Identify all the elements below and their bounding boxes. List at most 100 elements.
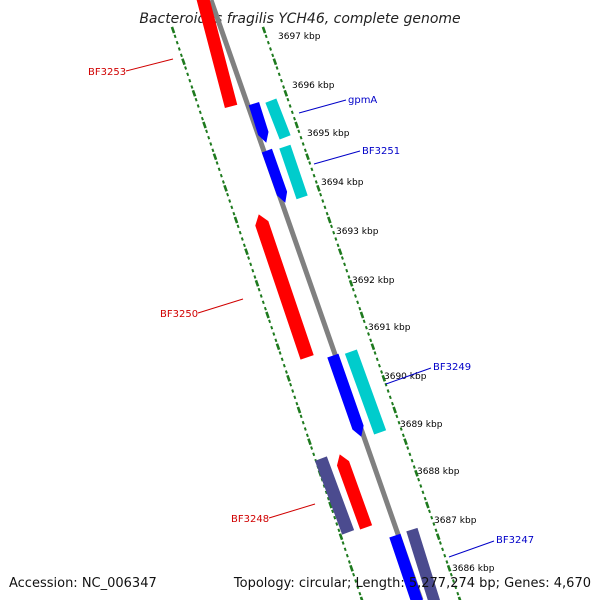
ruler-tick [186, 72, 190, 77]
ruler-tick [303, 148, 307, 153]
gene-label-bf3251[interactable]: BF3251 [362, 146, 400, 157]
ruler-tick [399, 427, 403, 431]
ruler-tick [274, 338, 278, 343]
ruler-tick [191, 89, 197, 97]
ruler-tick [449, 572, 453, 577]
ruler-tick [324, 490, 328, 495]
ruler-tick [310, 167, 314, 172]
gene-bf3249-cds[interactable] [327, 353, 364, 437]
ruler-tick [257, 287, 261, 292]
ruler-tick [217, 167, 221, 172]
ruler-tick [212, 153, 218, 161]
ruler-tick [428, 509, 431, 514]
ruler-tick [207, 135, 211, 140]
gene-bf3250[interactable] [255, 214, 314, 360]
ruler-tick [362, 319, 366, 324]
ruler-tick [423, 496, 427, 501]
ruler-tick [367, 332, 371, 336]
ruler-tick [264, 34, 268, 39]
ruler-tick [275, 66, 279, 70]
gene-bf3253[interactable] [192, 0, 238, 108]
ruler-tick [359, 311, 365, 319]
ruler-tick [293, 116, 296, 121]
ruler-tick [454, 585, 458, 590]
ruler-tick [265, 311, 270, 319]
ruler-tick [179, 53, 183, 58]
ruler-tick [319, 192, 323, 197]
gene-label-bf3247[interactable]: BF3247 [496, 535, 534, 546]
ruler-tick [277, 72, 281, 77]
ruler-tick [373, 351, 377, 355]
label-leaders [125, 58, 495, 558]
ruler-tick [261, 300, 265, 305]
gene-label-bf3249[interactable]: BF3249 [433, 362, 471, 373]
ruler-tick [356, 585, 360, 590]
gene-bf3247-other[interactable] [406, 527, 442, 600]
ruler-tick [170, 26, 176, 34]
ruler-tick [336, 243, 340, 248]
ruler-tick [354, 579, 358, 583]
ruler-tick [269, 47, 273, 51]
ruler-tick [251, 268, 255, 273]
gene-gpma-rna[interactable] [265, 98, 291, 140]
kbp-label: 3692 kbp [352, 276, 395, 286]
ruler-tick [337, 248, 343, 256]
ruler-tick [343, 547, 347, 552]
ruler-tick [438, 541, 442, 545]
gene-bf3251-rna[interactable] [279, 144, 308, 200]
ruler-tick [321, 199, 325, 203]
ruler-tick [278, 351, 282, 355]
gene-bf3251-cds[interactable] [261, 148, 288, 203]
ruler-tick [288, 104, 292, 108]
gene-gpma-cds[interactable] [248, 101, 269, 143]
ruler-tick [270, 325, 274, 330]
ruler-tick [457, 596, 462, 600]
ruler-dots-right [261, 26, 462, 600]
gene-label-gpma[interactable]: gpmA [348, 95, 377, 106]
ruler-tick [295, 401, 299, 406]
ruler-tick [259, 294, 263, 298]
leader-bf3249 [385, 367, 432, 385]
ruler-tick [419, 484, 423, 488]
accession-text: Accession: NC_006347 [9, 576, 157, 591]
ruler-tick [445, 560, 449, 564]
gene-label-bf3253[interactable]: BF3253 [88, 67, 126, 78]
ruler-tick [196, 104, 200, 108]
ruler-tick [286, 374, 291, 382]
kbp-label: 3687 kbp [434, 516, 477, 526]
kbp-label: 3688 kbp [417, 467, 460, 477]
ruler-tick [345, 268, 349, 273]
leader-bf3253 [125, 58, 174, 72]
ruler-tick [370, 343, 376, 351]
ruler-tick [401, 433, 405, 438]
ruler-tick [221, 180, 225, 184]
ruler-tick [303, 427, 307, 431]
gene-label-bf3248[interactable]: BF3248 [231, 514, 269, 525]
ruler-tick [417, 477, 421, 482]
gene-bf3248[interactable] [336, 454, 373, 530]
gene-bf3248-other[interactable] [314, 456, 355, 535]
ruler-tick [351, 287, 355, 292]
ruler-tick [297, 129, 301, 134]
genes-layer [192, 0, 442, 600]
gene-bf3249-rna[interactable] [344, 349, 387, 435]
topology-text: Topology: circular; Length: 5,277,274 bp… [233, 576, 591, 591]
ruler-tick [349, 564, 354, 572]
ruler-tick [215, 161, 219, 165]
gene-bf3247-cds[interactable] [389, 533, 425, 600]
ruler-tick [314, 180, 318, 184]
ruler-tick [226, 192, 230, 197]
ruler-tick [198, 110, 202, 115]
ruler-tick [331, 509, 335, 514]
ruler-tick [432, 522, 436, 526]
ruler-tick [238, 230, 242, 235]
ruler-tick [249, 262, 253, 267]
ruler-tick [408, 452, 412, 457]
kbp-label: 3697 kbp [278, 32, 321, 42]
gene-label-bf3250[interactable]: BF3250 [160, 309, 198, 320]
ruler-tick [397, 420, 401, 425]
kbp-label: 3691 kbp [368, 323, 411, 333]
ruler-tick [406, 446, 410, 450]
